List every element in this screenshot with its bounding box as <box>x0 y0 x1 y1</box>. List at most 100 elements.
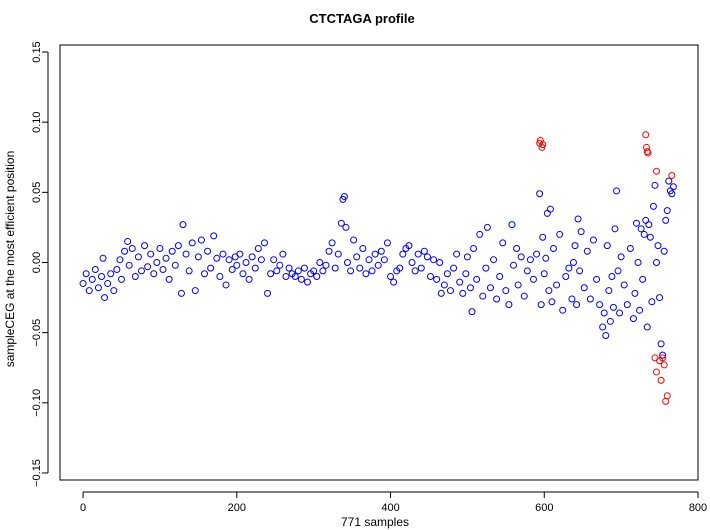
y-tick-label: −0.15 <box>31 459 43 487</box>
data-point <box>201 270 209 278</box>
data-point <box>147 250 155 258</box>
data-point <box>239 270 247 278</box>
data-point <box>631 289 639 297</box>
data-point <box>390 278 398 286</box>
data-point <box>636 306 644 314</box>
data-point <box>291 273 299 281</box>
data-point <box>634 259 642 266</box>
data-point <box>633 219 641 227</box>
data-point <box>322 261 330 269</box>
data-point <box>496 273 504 281</box>
data-point <box>663 207 671 215</box>
data-point <box>294 267 302 275</box>
data-point <box>483 223 491 231</box>
data-point <box>462 270 470 278</box>
data-point <box>420 247 428 255</box>
data-point <box>614 267 622 275</box>
data-point <box>490 256 498 264</box>
data-point <box>446 287 454 295</box>
data-point <box>334 250 342 258</box>
data-point <box>107 270 115 278</box>
data-point <box>343 259 351 266</box>
data-point <box>657 340 665 348</box>
data-point <box>629 315 637 323</box>
data-point <box>523 267 531 275</box>
data-point <box>659 351 667 359</box>
data-point <box>514 281 522 289</box>
data-point <box>543 209 551 217</box>
y-axis-label: sampleCEG at the most efficient position <box>3 151 17 368</box>
data-point <box>310 267 318 275</box>
data-point <box>616 309 624 317</box>
data-point <box>526 256 534 264</box>
chart-title: CTCTAGA profile <box>309 11 414 26</box>
data-point <box>104 280 112 288</box>
data-point <box>350 236 358 244</box>
data-point <box>668 190 676 198</box>
data-point <box>463 253 471 261</box>
data-point <box>473 275 481 283</box>
data-point <box>459 289 467 297</box>
data-point <box>101 294 109 302</box>
data-point <box>328 239 336 247</box>
data-point <box>233 261 241 269</box>
data-point <box>168 247 176 255</box>
data-point <box>553 281 561 289</box>
data-point <box>91 266 99 274</box>
data-point <box>600 309 608 317</box>
data-point <box>82 270 90 278</box>
data-point <box>134 253 142 261</box>
data-point <box>665 177 673 185</box>
data-point <box>466 284 474 292</box>
data-point <box>177 289 185 297</box>
data-point <box>645 221 653 229</box>
data-point <box>549 244 557 252</box>
data-point <box>608 273 616 281</box>
x-tick-label: 400 <box>381 502 399 514</box>
data-point <box>251 264 259 272</box>
outlier-point <box>657 376 665 384</box>
data-point <box>219 250 227 258</box>
data-point <box>580 284 588 292</box>
data-point <box>128 244 136 252</box>
data-point <box>548 298 556 306</box>
data-point <box>649 202 657 210</box>
data-point <box>468 308 476 316</box>
data-point <box>453 250 461 258</box>
data-point <box>596 301 604 309</box>
outlier-point <box>663 392 671 400</box>
data-point <box>556 230 564 238</box>
data-point <box>436 259 444 266</box>
data-point <box>533 250 541 258</box>
data-point <box>611 225 619 233</box>
data-point <box>340 193 348 201</box>
data-point <box>573 301 581 309</box>
data-point <box>347 267 355 275</box>
data-point <box>399 250 407 258</box>
data-point <box>450 264 458 272</box>
data-point <box>652 259 660 266</box>
data-point <box>260 239 268 247</box>
data-point <box>576 267 584 275</box>
data-point <box>602 331 610 339</box>
data-point <box>626 244 634 252</box>
x-tick-label: 600 <box>535 502 553 514</box>
data-point <box>191 287 199 295</box>
data-point <box>505 301 513 309</box>
data-point <box>640 230 648 238</box>
data-point <box>568 295 576 303</box>
data-point <box>179 221 187 229</box>
data-point <box>353 253 361 261</box>
data-point <box>297 275 305 283</box>
data-point <box>513 244 521 252</box>
data-point <box>316 259 324 266</box>
data-point <box>254 244 262 252</box>
data-point <box>264 289 272 297</box>
data-point <box>662 216 670 224</box>
data-point <box>599 323 607 331</box>
data-point <box>99 254 107 262</box>
data-point <box>542 254 550 262</box>
y-tick-label: −0.05 <box>31 319 43 347</box>
data-point <box>411 267 419 275</box>
